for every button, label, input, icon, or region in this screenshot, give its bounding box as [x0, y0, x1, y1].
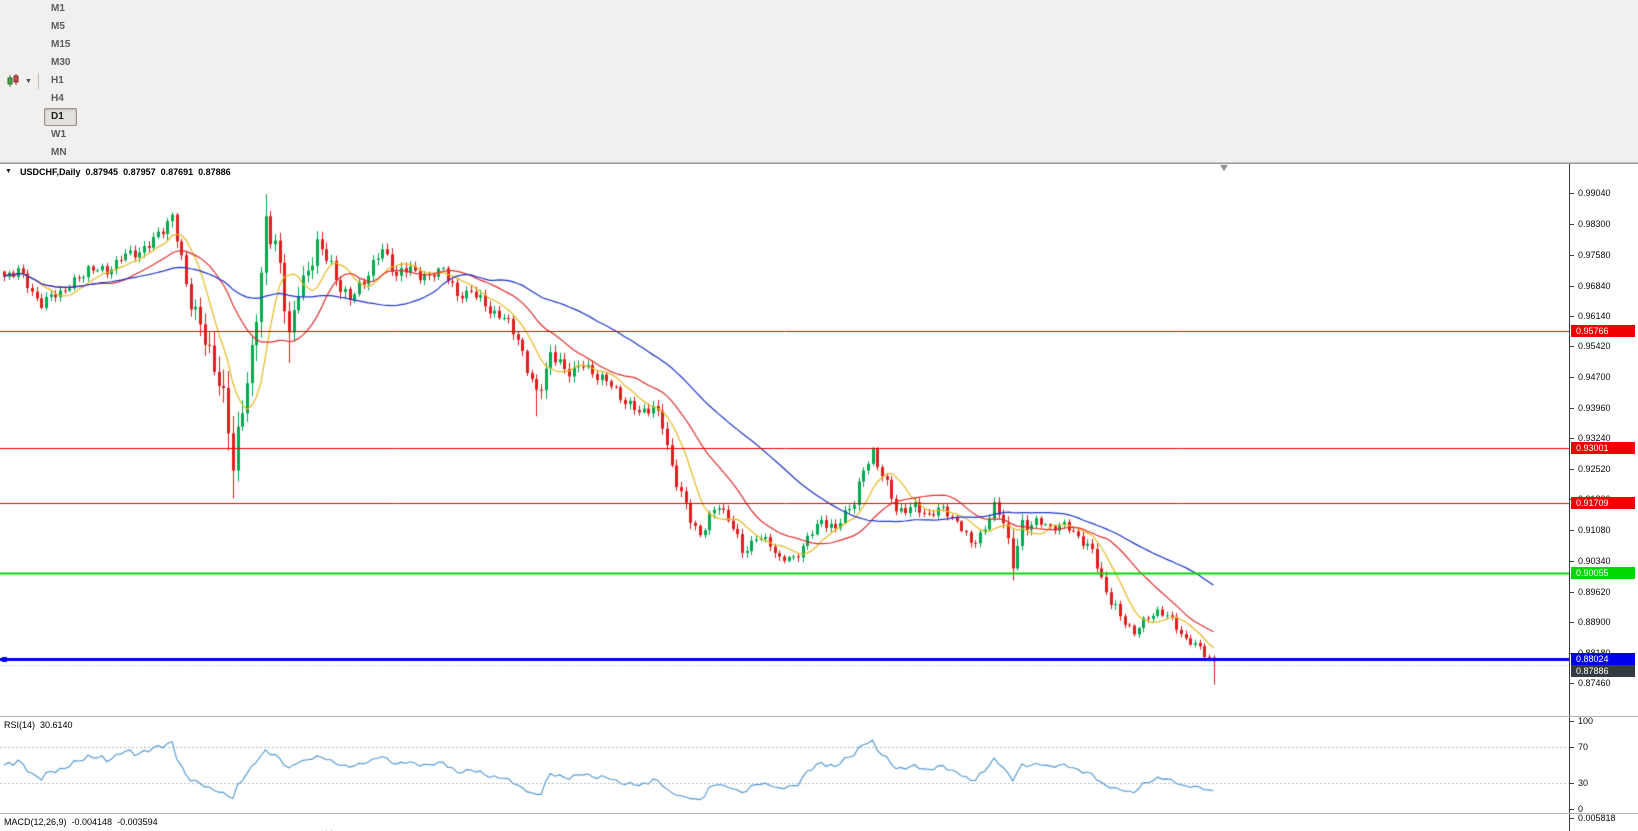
rsi-pane[interactable]: RSI(14) 30.6140 100 70 30 0	[0, 717, 1638, 813]
hline-price-badge[interactable]: 0.95766	[1571, 325, 1635, 337]
price-tick: 0.96840	[1578, 281, 1611, 291]
hline-price-badge[interactable]: 0.93001	[1571, 442, 1635, 454]
price-tick-mark	[1570, 683, 1574, 684]
price-tick-mark	[1570, 224, 1574, 225]
price-tick-mark	[1570, 255, 1574, 256]
price-tick-mark	[1570, 408, 1574, 409]
toolbar-separator	[38, 73, 39, 89]
ohlc-high: 0.87957	[123, 167, 156, 177]
timeframe-button-m1[interactable]: M1	[51, 3, 65, 14]
rsi-tick: 100	[1578, 717, 1594, 726]
hline-price-badge[interactable]: 0.91709	[1571, 497, 1635, 509]
ohlc-close: 0.87886	[198, 167, 231, 177]
price-tick: 0.93240	[1578, 433, 1611, 443]
rsi-tick: 30	[1578, 778, 1589, 788]
pane-separator[interactable]	[0, 716, 1638, 717]
price-tick: 0.88900	[1578, 617, 1611, 627]
timeframe-group: M1 M5 M15 M30 H1 H4 D1 W1 MN	[43, 0, 78, 162]
rsi-tick-mark	[1570, 747, 1574, 748]
price-tick-mark	[1570, 530, 1574, 531]
price-tick: 0.87460	[1578, 678, 1611, 688]
price-tick-mark	[1570, 346, 1574, 347]
price-tick: 0.99040	[1578, 188, 1611, 198]
macd-name: MACD(12,26,9)	[4, 817, 67, 827]
price-tick: 0.95420	[1578, 341, 1611, 351]
macd-canvas[interactable]	[0, 814, 1569, 831]
price-tick: 0.92520	[1578, 464, 1611, 474]
hline-price-badge[interactable]: 0.90055	[1571, 567, 1635, 579]
timeframe-button-d1[interactable]: D1	[44, 108, 78, 126]
timeframe-button-m15[interactable]: M15	[51, 39, 71, 50]
price-pane[interactable]: ▼ USDCHF,Daily 0.87945 0.87957 0.87691 0…	[0, 164, 1638, 716]
rsi-tick-mark	[1570, 809, 1574, 810]
price-tick: 0.94700	[1578, 372, 1611, 382]
pane-separator[interactable]	[0, 813, 1638, 814]
rsi-axis[interactable]: 100 70 30 0	[1569, 717, 1638, 813]
rsi-name: RSI(14)	[4, 720, 36, 730]
rsi-label: RSI(14) 30.6140	[4, 720, 73, 730]
price-tick-mark	[1570, 622, 1574, 623]
current-price-badge[interactable]: 0.87886	[1571, 665, 1635, 677]
chart-symbol: USDCHF,Daily	[20, 167, 81, 177]
rsi-tick-mark	[1570, 721, 1574, 722]
timeframe-button-m5[interactable]: M5	[51, 21, 65, 32]
price-tick-mark	[1570, 561, 1574, 562]
macd-tick-mark	[1570, 818, 1574, 819]
price-canvas[interactable]	[0, 164, 1569, 716]
ohlc-low: 0.87691	[160, 167, 194, 177]
macd-axis[interactable]: 0.0058180.00-0.011514	[1569, 814, 1638, 831]
price-tick-mark	[1570, 286, 1574, 287]
hline-price-badge[interactable]: 0.88024	[1571, 653, 1635, 665]
price-tick: 0.90340	[1578, 556, 1611, 566]
macd-tick: 0.005818	[1578, 814, 1616, 823]
toolbar: ▼ M1 M5 M15 M30 H1 H4 D1 W1 MN	[0, 0, 1638, 163]
price-tick: 0.98300	[1578, 219, 1611, 229]
price-tick-mark	[1570, 316, 1574, 317]
rsi-tick: 70	[1578, 742, 1589, 752]
timeframe-button-h1[interactable]: H1	[51, 75, 64, 86]
price-tick-mark	[1570, 592, 1574, 593]
chart-title: USDCHF,Daily 0.87945 0.87957 0.87691 0.8…	[20, 167, 231, 177]
timeframe-button-mn[interactable]: MN	[51, 147, 67, 158]
price-tick-mark	[1570, 469, 1574, 470]
price-tick-mark	[1570, 193, 1574, 194]
ohlc-open: 0.87945	[85, 167, 119, 177]
price-tick: 0.96140	[1578, 311, 1611, 321]
chart-window: ▼ USDCHF,Daily 0.87945 0.87957 0.87691 0…	[0, 163, 1638, 831]
price-tick: 0.93960	[1578, 403, 1611, 413]
price-tick-mark	[1570, 438, 1574, 439]
macd-label: MACD(12,26,9) -0.004148 -0.003594	[4, 817, 158, 827]
candlestick-chart-icon[interactable]	[3, 72, 23, 90]
macd-signal-value: -0.003594	[117, 817, 158, 827]
rsi-canvas[interactable]	[0, 717, 1569, 813]
price-tick-mark	[1570, 377, 1574, 378]
macd-main-value: -0.004148	[71, 817, 113, 827]
timeframe-button-w1[interactable]: W1	[51, 129, 66, 140]
price-tick: 0.91080	[1578, 525, 1611, 535]
timeframe-button-m30[interactable]: M30	[51, 57, 71, 68]
price-tick: 0.89620	[1578, 587, 1611, 597]
macd-pane[interactable]: MACD(12,26,9) -0.004148 -0.003594 0.0058…	[0, 814, 1638, 831]
one-click-trading-toggle-icon[interactable]: ▼	[5, 168, 12, 175]
rsi-tick-mark	[1570, 783, 1574, 784]
price-axis[interactable]: 0.99040 0.98300 0.97580 0.96840 0.96140 0.954…	[1569, 164, 1638, 716]
price-tick: 0.97580	[1578, 250, 1611, 260]
caret-down-icon[interactable]: ▼	[25, 77, 32, 85]
timeframe-button-h4[interactable]: H4	[51, 93, 64, 104]
rsi-value: 30.6140	[40, 720, 73, 730]
rsi-tick: 0	[1578, 804, 1584, 813]
